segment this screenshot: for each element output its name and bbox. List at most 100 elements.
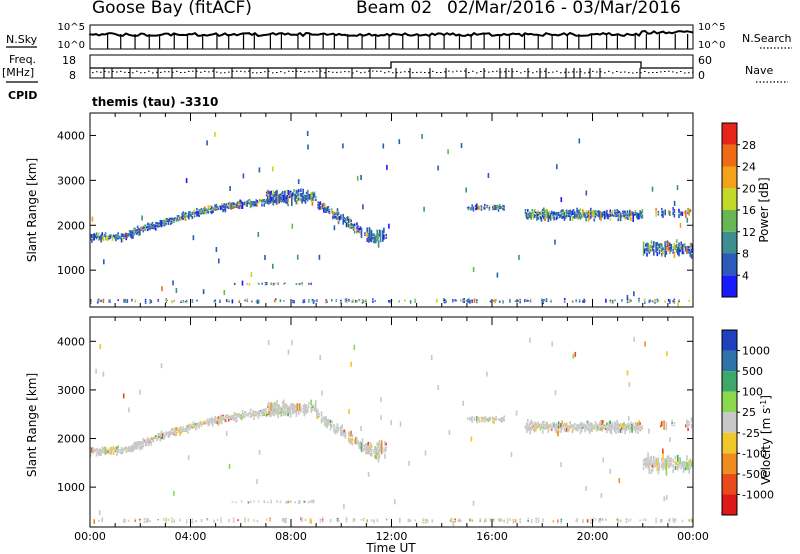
power-cell (109, 300, 111, 302)
noise-right-tick-bottom: 10^0 (698, 40, 725, 51)
velocity-cell (289, 501, 292, 502)
power-cell (165, 222, 167, 225)
power-cell (109, 299, 111, 301)
power-cell (214, 204, 216, 208)
power-cell (295, 200, 298, 205)
velocity-cell (173, 521, 175, 523)
velocity-cell (373, 450, 375, 453)
power-cell (181, 216, 183, 220)
velocity-cell (206, 519, 209, 521)
power-cell (619, 212, 622, 222)
power-cell (599, 211, 601, 220)
freq-label-line2: [MHz] (2, 66, 34, 79)
velocity-cell (370, 448, 373, 453)
power-cell (662, 210, 664, 218)
velocity-cell (217, 416, 220, 421)
velocity-cell (538, 424, 540, 428)
velocity-cell (287, 412, 289, 417)
power-cell (229, 203, 231, 205)
power-cell (362, 204, 364, 210)
velocity-cell (424, 521, 427, 524)
power-cell (460, 143, 463, 149)
velocity-cell (286, 405, 288, 408)
velocity-cell (655, 521, 657, 524)
velocity-cell (602, 457, 605, 463)
power-cell (466, 208, 469, 210)
velocity-cell (681, 521, 684, 523)
velocity-cell (221, 415, 223, 418)
velocity-cell (665, 421, 668, 431)
velocity-cell (124, 448, 126, 450)
velocity-cell (353, 439, 356, 444)
velocity-cell (319, 518, 322, 521)
power-cell (164, 224, 166, 227)
velocity-cell (565, 427, 568, 432)
velocity-cell (661, 463, 663, 468)
power-cell (137, 230, 140, 234)
power-cell (643, 302, 646, 304)
velocity-cell (284, 405, 286, 408)
power-cell (609, 217, 612, 221)
power-cell (192, 212, 195, 214)
velocity-cell (639, 519, 641, 522)
velocity-cell (307, 407, 309, 413)
velocity-cell (233, 416, 236, 421)
power-cell (325, 208, 327, 213)
velocity-cell (541, 421, 544, 425)
power-cell (152, 224, 155, 226)
velocity-cell (649, 462, 652, 466)
velocity-cell (177, 427, 180, 430)
velocity-cell (342, 432, 344, 435)
power-cell (654, 299, 656, 302)
velocity-cell (101, 449, 103, 451)
power-cell (665, 240, 668, 245)
velocity-cell (367, 471, 370, 477)
velocity-cell (321, 517, 324, 519)
velocity-cell (687, 461, 689, 471)
velocity-cell (574, 426, 576, 430)
power-cell (134, 227, 137, 230)
velocity-cell (374, 455, 376, 459)
power-cell (158, 224, 160, 226)
velocity-cell (240, 501, 243, 503)
velocity-cell (501, 416, 503, 420)
power-cell (579, 216, 582, 220)
velocity-cell (602, 426, 605, 429)
velocity-cell (336, 423, 339, 426)
velocity-colorbar-swatch (722, 494, 737, 515)
power-cell (228, 204, 230, 207)
velocity-cell (495, 419, 497, 421)
power-cell (526, 298, 528, 300)
velocity-cell (185, 522, 188, 524)
power-cell (98, 298, 100, 300)
power-cell (324, 203, 326, 207)
power-cell (495, 208, 497, 210)
power-cell (673, 298, 676, 300)
velocity-cell (457, 519, 460, 521)
power-cell (640, 211, 643, 215)
velocity-cell (470, 417, 472, 421)
power-cell (624, 210, 626, 214)
power-cell (541, 208, 544, 212)
velocity-cell (489, 518, 492, 522)
velocity-cell (321, 420, 324, 423)
power-cell (587, 210, 590, 214)
power-cell (110, 236, 113, 238)
velocity-cell (98, 520, 100, 522)
velocity-cell (484, 421, 486, 423)
velocity-cell (91, 447, 93, 453)
power-cell (385, 233, 387, 237)
power-cell (324, 207, 326, 210)
power-cell (454, 299, 456, 302)
velocity-cell (469, 520, 471, 522)
power-cell (495, 299, 497, 301)
power-cell (183, 213, 186, 219)
velocity-cell (206, 422, 208, 424)
power-cell (123, 237, 125, 239)
power-cell (582, 209, 584, 212)
velocity-cell (674, 460, 677, 465)
velocity-cell (133, 442, 135, 451)
